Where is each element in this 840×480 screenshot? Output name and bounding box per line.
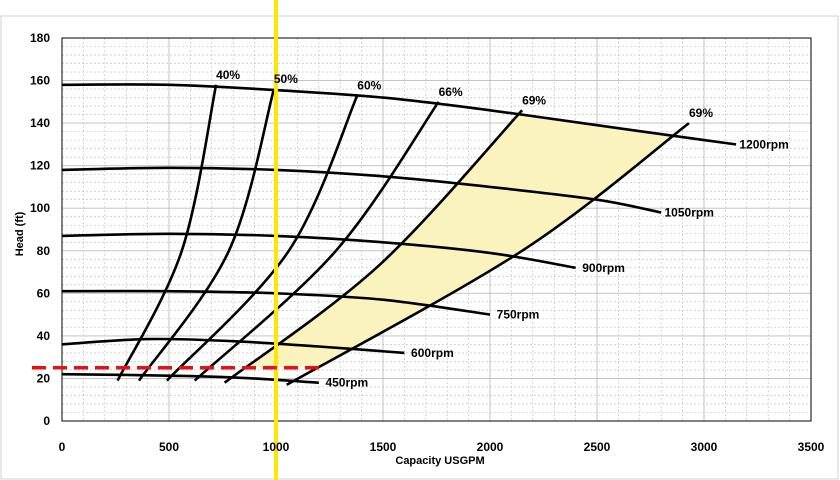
efficiency-curve-label: 69% [689, 106, 713, 120]
efficiency-curve-1 [116, 84, 218, 382]
speed-curve-450rpm [61, 372, 319, 384]
efficiency-curve-3 [165, 94, 359, 382]
x-tick-label: 2000 [477, 440, 504, 454]
speed-curve-600rpm [61, 337, 405, 355]
efficiency-curve-6 [286, 122, 690, 386]
y-tick-label: 0 [43, 414, 50, 428]
efficiency-curve-label: 69% [522, 93, 546, 107]
speed-curve-label: 600rpm [411, 346, 454, 360]
chart-border [0, 15, 839, 480]
grid [61, 37, 812, 422]
x-tick-label: 1500 [370, 440, 397, 454]
efficiency-curve-label: 40% [216, 68, 240, 82]
speed-curve-900rpm [61, 232, 576, 270]
y-tick-label: 100 [30, 201, 50, 215]
x-tick-label: 3000 [691, 440, 718, 454]
axis-ticks: 0 500 1000 1500 2000 2500 3000 3500 0 20 40 60 80 100… [30, 31, 825, 454]
speed-curve-label: 750rpm [497, 308, 540, 322]
plot-frame [61, 37, 812, 422]
efficiency-curve-5 [223, 109, 524, 384]
y-tick-label: 160 [30, 74, 50, 88]
x-tick-label: 2500 [584, 440, 611, 454]
reference-lines [32, 0, 319, 480]
y-tick-label: 60 [37, 286, 51, 300]
operating-range-fill [245, 110, 674, 368]
efficiency-curve-label: 60% [357, 78, 381, 92]
speed-curve-1050rpm [61, 166, 662, 214]
y-tick-label: 40 [37, 329, 51, 343]
speed-curve-label: 900rpm [582, 261, 625, 275]
y-tick-label: 120 [30, 159, 50, 173]
y-tick-label: 180 [30, 31, 50, 45]
x-axis-title: Capacity USGPM [395, 455, 484, 467]
y-tick-label: 20 [37, 371, 51, 385]
curve-labels: 1200rpm 1050rpm 900rpm 750rpm 600rpm 450rpm 40… [216, 68, 789, 390]
operating-range-area [245, 110, 674, 368]
speed-curve-label: 1050rpm [665, 205, 714, 219]
speed-curve-label: 1200rpm [739, 137, 788, 151]
y-tick-label: 80 [37, 244, 51, 258]
x-tick-label: 500 [159, 440, 179, 454]
efficiency-curve-2 [137, 88, 276, 382]
y-axis-title: Head (ft) [14, 211, 26, 256]
y-tick-label: 140 [30, 116, 50, 130]
x-tick-label: 3500 [798, 440, 825, 454]
x-tick-label: 0 [59, 440, 66, 454]
efficiency-curve-label: 66% [439, 85, 463, 99]
efficiency-curve-label: 50% [274, 72, 298, 86]
efficiency-curve-4 [193, 101, 440, 382]
x-tick-label: 1000 [263, 440, 290, 454]
speed-curve-label: 450rpm [325, 376, 368, 390]
